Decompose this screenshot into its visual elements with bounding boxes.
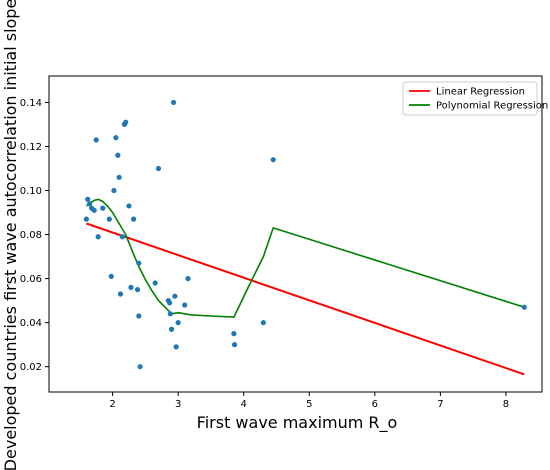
- series-layer: [85, 198, 525, 376]
- scatter-point: [108, 273, 114, 279]
- y-tick-label: 0.08: [20, 230, 42, 241]
- scatter-point: [130, 216, 137, 222]
- x-tick-label: 3: [175, 399, 181, 410]
- scatter-point: [117, 291, 124, 297]
- y-tick-label: 0.06: [20, 274, 42, 285]
- scatter-point: [134, 287, 141, 293]
- scatter-point: [113, 135, 119, 141]
- linear-regression-line: [86, 222, 525, 376]
- y-tick-label: 0.12: [20, 142, 42, 153]
- y-tick-label: 0.02: [20, 362, 42, 373]
- scatter-point: [128, 284, 134, 291]
- scatter-point: [95, 234, 101, 240]
- tick-labels: 2 3 4 5 6 7 8 0.02 0.04 0.06 0.08 0.10 0.12 0.14: [20, 98, 509, 410]
- x-tick-label: 7: [437, 399, 443, 410]
- scatter-point: [83, 216, 89, 222]
- plot-area-border: [48, 75, 543, 393]
- scatter-point: [87, 201, 93, 207]
- y-axis-label: Developed countries first wave autocorre…: [1, 0, 20, 470]
- scatter-point: [172, 293, 178, 299]
- scatter-point: [93, 137, 99, 143]
- scatter-point: [152, 280, 158, 286]
- y-tick-label: 0.04: [20, 318, 42, 329]
- scatter-point: [173, 344, 179, 350]
- legend: Linear Regression Polynomial Regression: [402, 81, 548, 116]
- x-axis-label: First wave maximum R_o: [197, 413, 398, 433]
- scatter-point: [167, 300, 173, 306]
- x-tick-label: 4: [241, 399, 247, 410]
- scatter-point: [175, 320, 181, 326]
- scatter-point: [168, 326, 175, 332]
- x-tick-label: 8: [503, 399, 509, 410]
- scatter-point: [136, 313, 142, 319]
- x-tick-label: 5: [306, 399, 312, 410]
- scatter-point: [185, 275, 191, 282]
- scatter-point: [85, 196, 91, 202]
- legend-label: Polynomial Regression: [436, 101, 548, 112]
- scatter-point: [136, 260, 142, 266]
- scatter-point: [260, 320, 266, 326]
- scatter-point: [170, 99, 177, 106]
- scatter-point: [167, 311, 173, 317]
- scatter-point: [123, 119, 129, 125]
- y-tick-label: 0.14: [20, 98, 42, 109]
- scatter-point: [100, 205, 106, 211]
- x-tick-label: 6: [372, 399, 378, 410]
- scatter-point: [91, 207, 97, 213]
- tick-marks: [45, 101, 507, 396]
- scatter-point: [270, 157, 276, 163]
- scatter-point: [115, 152, 121, 158]
- y-tick-label: 0.10: [20, 186, 42, 197]
- scatter-point: [155, 165, 162, 172]
- legend-label: Linear Regression: [436, 87, 525, 98]
- scatter-point: [106, 216, 112, 222]
- scatter-point: [137, 364, 143, 370]
- scatter-point: [182, 302, 188, 308]
- scatter-point: [231, 342, 238, 348]
- points-layer: [83, 99, 527, 370]
- axes-frame: [48, 75, 543, 393]
- legend-box: [402, 81, 538, 116]
- scatter-point: [119, 234, 126, 240]
- scatter-point: [116, 174, 122, 180]
- scatter-point: [126, 203, 132, 209]
- x-tick-label: 2: [109, 399, 115, 410]
- scatter-point: [521, 304, 527, 310]
- polynomial-regression-line: [85, 198, 525, 318]
- scatter-point: [231, 331, 237, 337]
- scatter-point: [111, 187, 117, 194]
